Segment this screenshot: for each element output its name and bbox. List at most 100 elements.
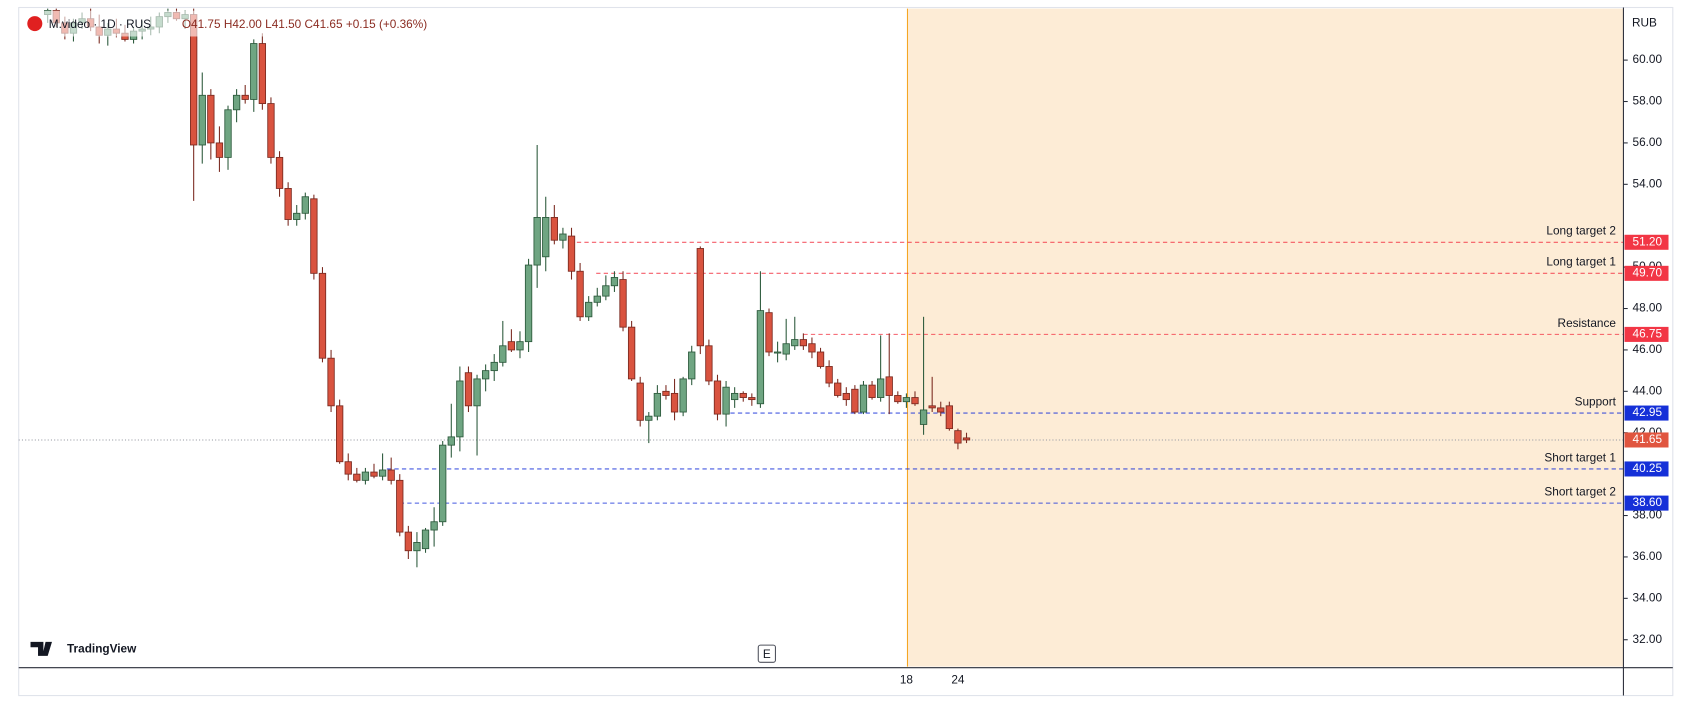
level-price-label: 49.70: [1633, 265, 1663, 279]
candle-body: [962, 437, 971, 441]
candle-body: [662, 390, 670, 396]
candle-body: [318, 272, 327, 359]
candle-body: [894, 395, 902, 403]
candle-body: [739, 392, 747, 398]
highlight-region: [907, 8, 1624, 667]
candle-body: [954, 430, 962, 444]
level-price-box: [1624, 265, 1669, 281]
brand-name: TradingView: [67, 642, 137, 656]
y-tick-label: 46.00: [1633, 342, 1663, 356]
candle-body: [464, 372, 473, 407]
event-marker-box[interactable]: [757, 644, 776, 663]
candle-body: [396, 479, 404, 533]
candle-body: [619, 279, 627, 328]
candle-body: [232, 94, 241, 111]
candle-body: [293, 212, 301, 220]
candle-body: [310, 198, 318, 274]
brand-icon: [30, 641, 52, 656]
candle-body: [499, 345, 507, 363]
brand-logo: [30, 641, 52, 656]
candle-body: [413, 542, 421, 552]
level-price-box: [1624, 495, 1669, 511]
candle-body: [439, 444, 447, 523]
candle-body: [885, 376, 893, 396]
candle-body: [258, 43, 267, 105]
level-label: Support: [1575, 394, 1617, 408]
candle-body: [688, 351, 696, 380]
candle-body: [344, 461, 352, 475]
candle-body: [756, 310, 765, 405]
candle-body: [387, 469, 395, 481]
candle-body: [782, 343, 790, 355]
candle-body: [670, 392, 679, 413]
candle-body: [876, 378, 885, 398]
level-price-label: 42.95: [1633, 405, 1663, 419]
last-price-box: [1624, 432, 1669, 448]
y-tick-label: 56.00: [1633, 135, 1663, 149]
candle-body: [404, 531, 412, 552]
candle-body: [524, 264, 533, 343]
candle-body: [421, 529, 430, 550]
candle-body: [636, 382, 644, 421]
candle-body: [284, 188, 292, 220]
candle-body: [731, 392, 739, 401]
y-tick-label: 34.00: [1633, 590, 1663, 604]
candle-body: [241, 94, 249, 100]
candle-body: [473, 378, 481, 407]
y-tick-label: 38.00: [1633, 508, 1663, 522]
candle-body: [851, 388, 859, 413]
candle-body: [859, 384, 868, 413]
candle-body: [559, 233, 567, 241]
plot-layer: Long target 2 Long target 1 Resistance Supp…: [18, 8, 1624, 568]
y-tick-label: 60.00: [1633, 52, 1663, 66]
y-tick-label: 36.00: [1633, 549, 1663, 563]
candles: [44, 8, 971, 568]
candle-body: [816, 351, 825, 367]
axis-layer: 60.0058.0056.0054.0050.0048.0046.0044.00…: [900, 52, 1669, 687]
candle-body: [919, 409, 928, 425]
x-tick-label: 18: [900, 673, 914, 687]
candle-body: [911, 397, 919, 405]
candle-body: [679, 378, 687, 413]
candle-body: [645, 415, 653, 421]
currency-label: RUB: [1632, 16, 1657, 30]
level-price-box: [1624, 234, 1669, 250]
header-bg: [21, 10, 473, 37]
y-tick-label: 32.00: [1633, 632, 1663, 646]
background-layer: [906, 8, 1624, 667]
candle-body: [653, 392, 662, 417]
candle-body: [610, 277, 619, 287]
candle-body: [842, 392, 850, 401]
level-price-box: [1624, 405, 1669, 421]
candle-body: [215, 142, 224, 158]
candle-body: [336, 405, 344, 463]
level-price-label: 40.25: [1633, 461, 1663, 475]
candle-body: [481, 370, 490, 380]
candle-body: [799, 339, 808, 347]
candle-body: [825, 366, 833, 384]
candle-body: [198, 94, 206, 146]
candle-body: [928, 405, 936, 409]
candle-body: [834, 382, 842, 396]
candle-body: [207, 94, 215, 144]
candle-body: [585, 301, 593, 318]
candle-body: [490, 361, 498, 372]
candle-body: [533, 217, 541, 266]
candle-body: [301, 196, 309, 214]
candle-body: [378, 469, 387, 477]
candle-body: [567, 235, 576, 272]
y-tick-label: 44.00: [1633, 383, 1663, 397]
candle-body: [430, 521, 438, 531]
ohlc-legend: O41.75 H42.00 L41.50 C41.65 +0.15 (+0.36…: [182, 17, 427, 31]
candle-body: [542, 217, 550, 258]
candle-body: [808, 343, 816, 353]
level-label: Long target 2: [1546, 224, 1616, 238]
event-marker[interactable]: E: [763, 647, 771, 661]
candle-body: [722, 386, 730, 415]
level-price-label: 46.75: [1633, 327, 1663, 341]
y-tick-label: 48.00: [1633, 301, 1663, 315]
candle-body: [791, 339, 799, 347]
candle-body: [456, 380, 464, 438]
candle-body: [868, 384, 876, 398]
